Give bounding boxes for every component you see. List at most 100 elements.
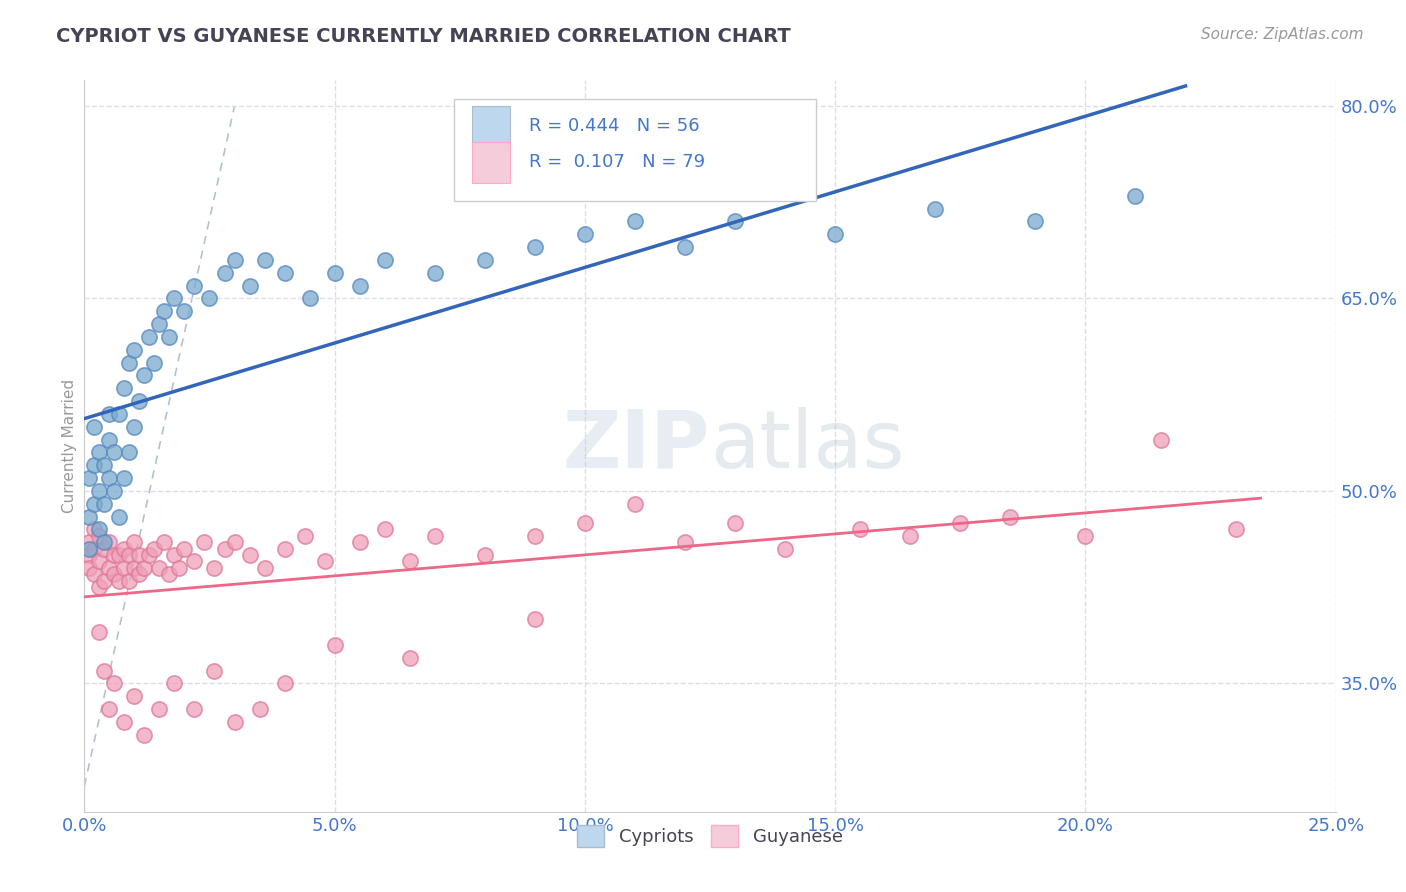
Point [98,535,121,549]
Point [89,625,111,640]
Point [183,554,205,568]
Point [103,445,125,459]
Point [398,554,420,568]
Point [98,702,121,716]
Point [124,561,146,575]
Point [118,445,141,459]
Point [98,433,121,447]
Point [724,214,747,228]
Point [79,541,101,556]
Text: Source: ZipAtlas.com: Source: ZipAtlas.com [1201,27,1364,42]
Point [124,535,146,549]
Point [83,497,105,511]
Point [108,407,131,421]
Point [163,292,186,306]
Point [108,574,131,588]
Point [124,419,146,434]
Point [112,714,135,729]
Point [103,548,125,562]
Point [98,471,121,485]
Point [134,368,156,383]
Point [83,419,105,434]
Point [79,561,101,575]
Point [112,541,135,556]
Point [138,330,160,344]
Point [898,529,921,543]
Point [298,292,321,306]
Point [624,214,647,228]
Point [323,266,346,280]
Point [124,343,146,357]
Point [89,483,111,498]
Point [128,548,150,562]
Point [253,252,276,267]
Point [103,676,125,690]
Point [474,252,496,267]
Point [314,554,336,568]
Point [108,509,131,524]
Point [98,561,121,575]
Y-axis label: Currently Married: Currently Married [62,379,77,513]
Point [148,317,170,331]
Point [1149,433,1171,447]
Point [1000,509,1022,524]
Point [624,497,647,511]
Point [1125,188,1147,202]
Point [398,650,420,665]
Point [238,278,260,293]
Point [112,381,135,395]
Point [124,690,146,704]
Point [249,702,271,716]
FancyBboxPatch shape [472,106,510,146]
Point [323,638,346,652]
Point [423,529,446,543]
Point [138,548,160,562]
Point [153,304,176,318]
Point [93,497,115,511]
Point [163,548,186,562]
Point [349,535,371,549]
Point [273,676,295,690]
FancyBboxPatch shape [472,143,510,183]
Text: R = 0.444   N = 56: R = 0.444 N = 56 [529,117,699,135]
Point [83,523,105,537]
Point [198,292,221,306]
Point [93,541,115,556]
Point [474,548,496,562]
Point [93,458,115,473]
Point [204,664,226,678]
Point [374,523,396,537]
Point [103,483,125,498]
Point [423,266,446,280]
Point [169,561,191,575]
Point [1074,529,1097,543]
Text: CYPRIOT VS GUYANESE CURRENTLY MARRIED CORRELATION CHART: CYPRIOT VS GUYANESE CURRENTLY MARRIED CO… [56,27,792,45]
Point [148,702,170,716]
Point [173,304,195,318]
Point [273,266,295,280]
Text: atlas: atlas [710,407,904,485]
Point [79,471,101,485]
Point [773,541,796,556]
Point [83,541,105,556]
Point [83,458,105,473]
Point [89,554,111,568]
Point [143,541,166,556]
Point [673,535,696,549]
Point [183,702,205,716]
Point [79,509,101,524]
Point [214,266,236,280]
Point [103,567,125,582]
Point [724,516,747,530]
Point [523,240,546,254]
Point [143,355,166,369]
Point [523,612,546,626]
Text: R =  0.107   N = 79: R = 0.107 N = 79 [529,153,704,171]
Point [148,561,170,575]
Point [238,548,260,562]
Point [93,535,115,549]
Point [134,728,156,742]
Point [134,561,156,575]
Point [93,574,115,588]
Point [153,535,176,549]
